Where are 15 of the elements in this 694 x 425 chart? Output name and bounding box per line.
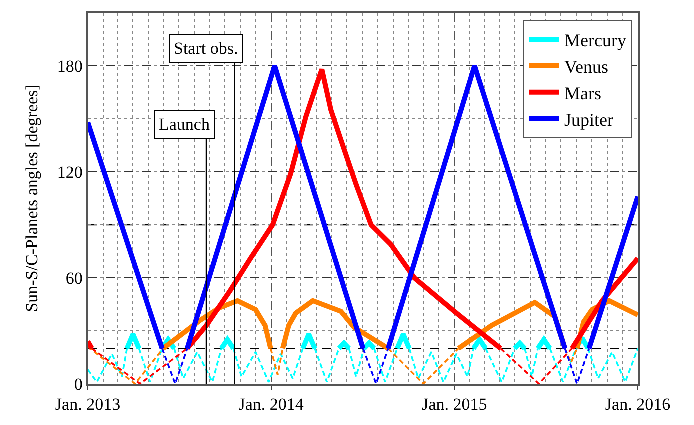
y-tick-label: 120 (57, 162, 83, 182)
y-axis-title: Sun-S/C-Planets angles [degrees] (22, 84, 42, 312)
legend-label: Jupiter (564, 110, 614, 130)
x-tick-label: Jan. 2016 (605, 395, 671, 414)
x-tick-label: Jan. 2014 (238, 395, 304, 414)
legend-label: Venus (564, 57, 608, 78)
x-tick-label: Jan. 2013 (55, 395, 121, 414)
legend-label: Mars (564, 83, 602, 104)
ref-line-label: Start obs. (174, 39, 238, 58)
y-tick-label: 0 (74, 374, 83, 394)
ref-line-label: Launch (159, 115, 210, 134)
x-tick-label: Jan. 2015 (422, 395, 488, 414)
y-tick-label: 60 (66, 268, 83, 288)
legend-label: Mercury (564, 30, 626, 51)
y-tick-label: 180 (57, 56, 83, 76)
